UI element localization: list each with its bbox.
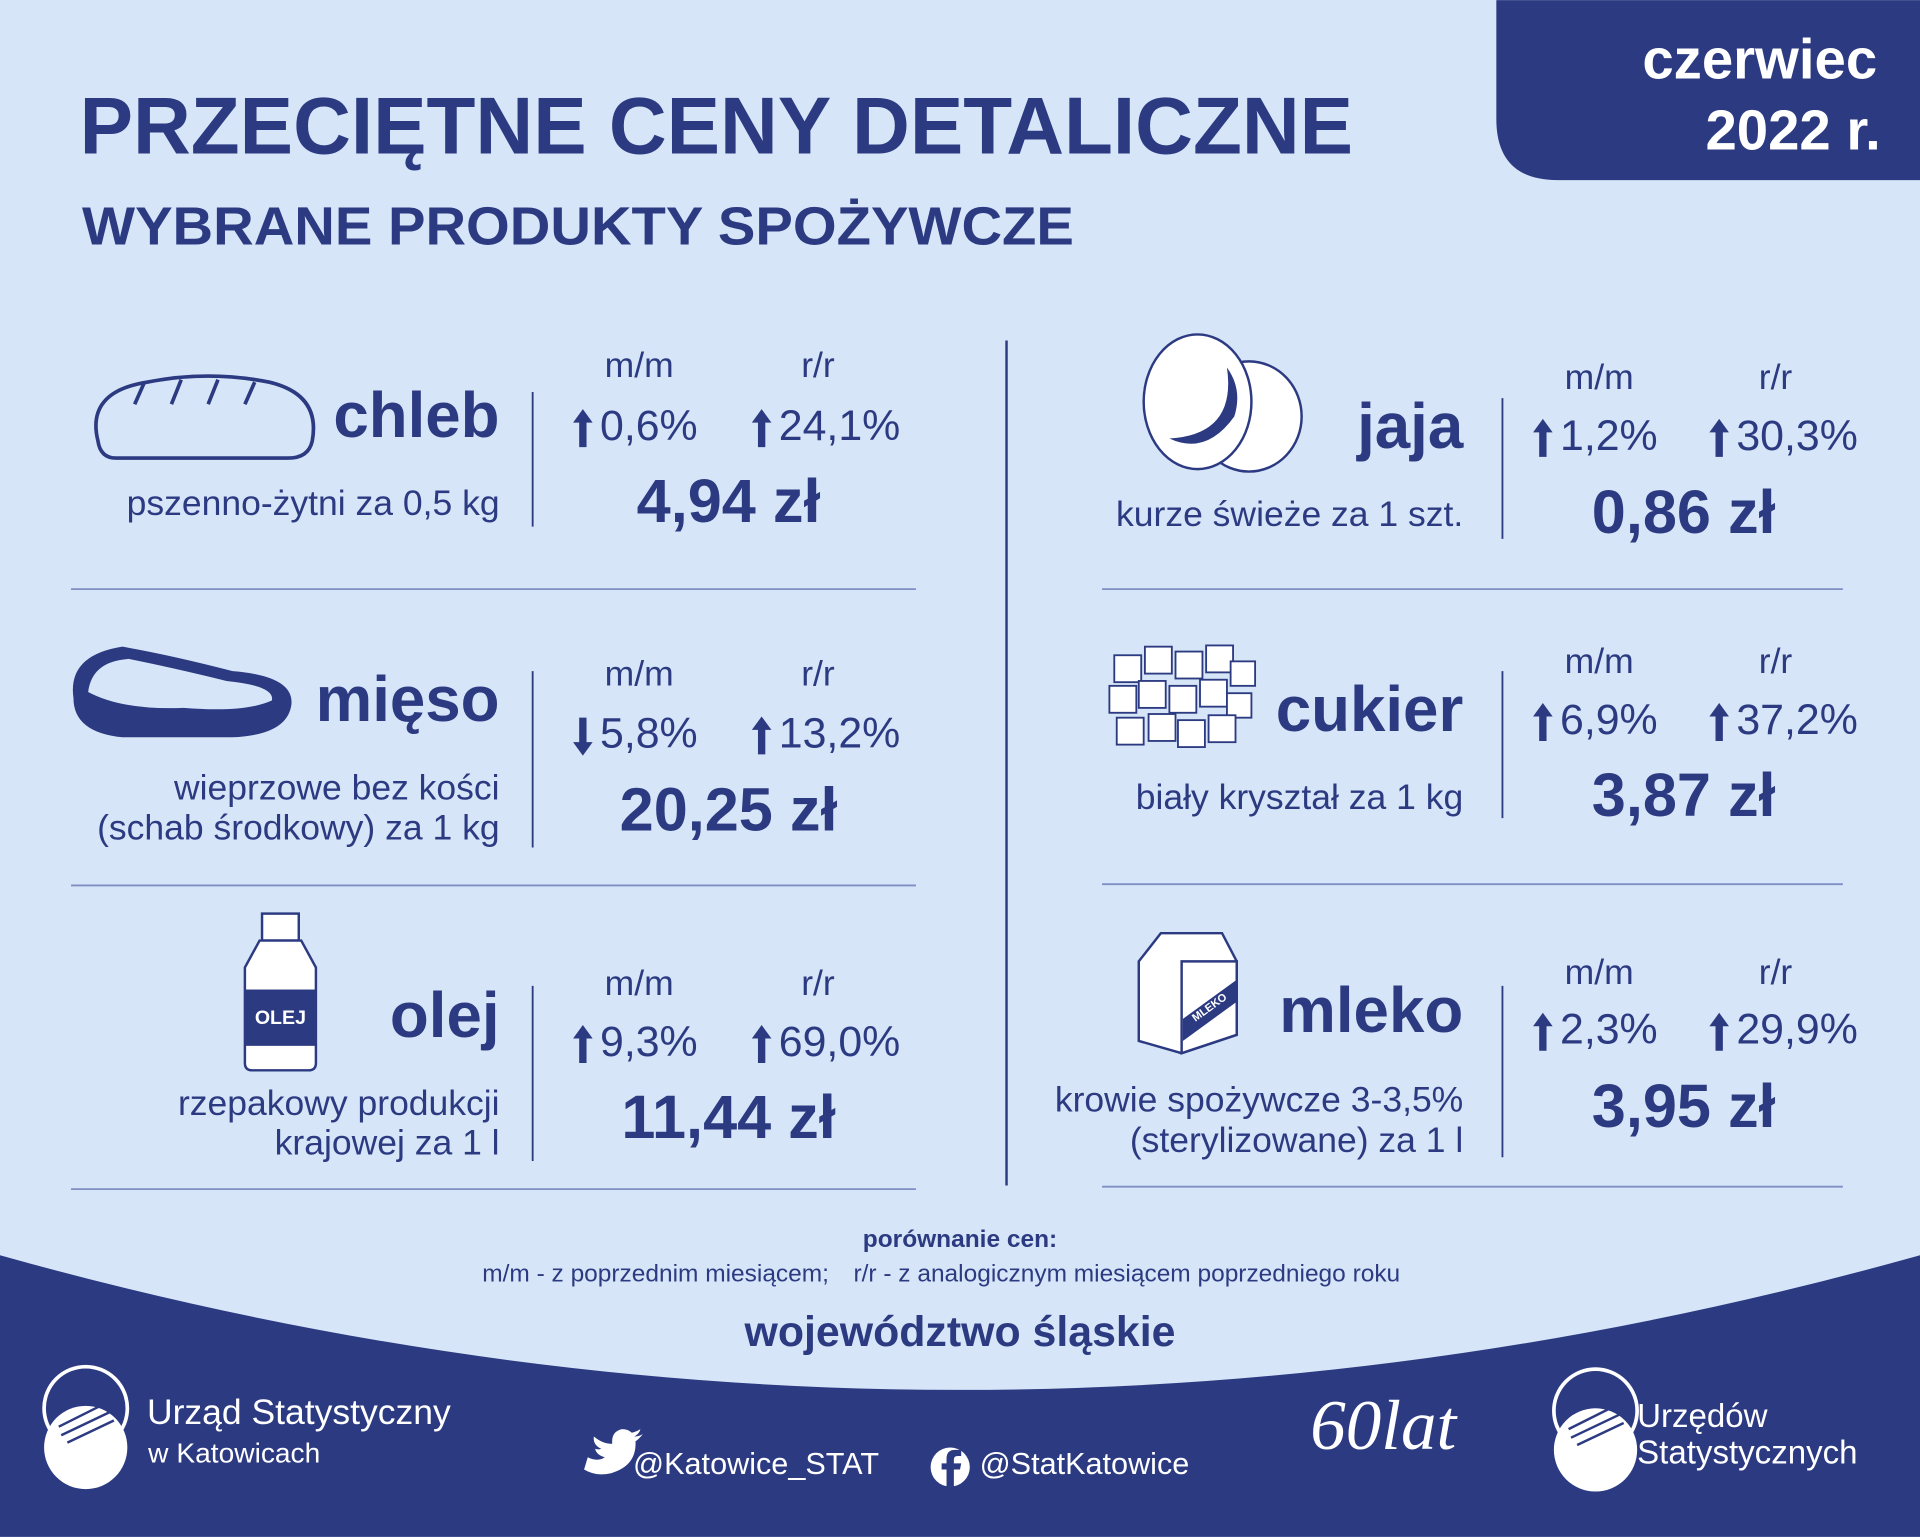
price: 4,94 zł <box>637 467 821 535</box>
price: 0,86 zł <box>1592 478 1776 546</box>
trend-arrow <box>751 716 772 755</box>
change-value: 9,3% <box>600 1018 698 1066</box>
column-label: m/m <box>605 345 674 385</box>
product-name: olej <box>390 980 500 1051</box>
period-year: 2022 r. <box>1705 99 1880 162</box>
office-city: w Katowicach <box>147 1437 320 1468</box>
offices-line2: Statystycznych <box>1637 1435 1857 1472</box>
column-label: m/m <box>1565 952 1634 992</box>
column-label: r/r <box>801 653 835 693</box>
column-label: r/r <box>1759 641 1793 681</box>
sugar-icon <box>1108 644 1257 748</box>
change-value: 29,9% <box>1736 1006 1857 1054</box>
change-value: 6,9% <box>1560 696 1658 744</box>
product-name: chleb <box>333 380 499 451</box>
price: 3,95 zł <box>1592 1072 1776 1140</box>
change-value: 69,0% <box>779 1018 900 1066</box>
facebook-handle: @StatKatowice <box>980 1447 1190 1481</box>
trend-arrow <box>1709 1012 1729 1051</box>
offices-line1: Urzędów <box>1637 1398 1768 1435</box>
trend-arrow <box>573 717 593 756</box>
facebook-glyph <box>941 1449 962 1487</box>
trend-arrow <box>573 1025 593 1063</box>
change-value: 5,8% <box>600 709 698 757</box>
period-box <box>1496 0 1920 181</box>
product-name: mięso <box>316 664 500 735</box>
change-value: 24,1% <box>779 402 900 450</box>
meat-icon <box>72 646 292 738</box>
bread-icon <box>94 374 316 460</box>
products: chleb pszenno-żytni za 0,5 kg m/m 0,6% r/r 24… <box>97 345 1858 1163</box>
product-name: jaja <box>1356 391 1464 462</box>
price: 11,44 zł <box>621 1083 835 1151</box>
trend-arrow <box>751 1025 772 1063</box>
twitter-icon <box>584 1429 643 1475</box>
trend-arrow <box>1533 1012 1553 1051</box>
anniversary: 60lat <box>1310 1387 1458 1465</box>
icon-label: OLEJ <box>255 1007 306 1029</box>
product-name: cukier <box>1276 674 1464 745</box>
trend-arrow <box>1533 702 1553 741</box>
column-label: r/r <box>801 963 835 1003</box>
separators <box>71 588 1843 1191</box>
change-value: 2,3% <box>1560 1006 1658 1054</box>
title: PRZECIĘTNE CENY DETALICZNE <box>80 82 1353 172</box>
product-description: (schab środkowy) za 1 kg <box>97 808 500 848</box>
change-value: 0,6% <box>600 402 698 450</box>
legend-rr: r/r - z analogicznym miesiącem poprzedni… <box>853 1260 1400 1287</box>
offices-logo <box>1552 1367 1639 1492</box>
trend-arrow <box>1709 418 1729 457</box>
column-label: r/r <box>801 345 835 385</box>
product-description: (sterylizowane) za 1 l <box>1130 1120 1463 1160</box>
trend-arrow <box>573 409 593 448</box>
subtitle: WYBRANE PRODUKTY SPOŻYWCZE <box>82 197 1074 257</box>
change-value: 37,2% <box>1736 696 1857 744</box>
product-description: krajowej za 1 l <box>275 1122 500 1162</box>
office-logo <box>42 1364 130 1490</box>
change-value: 30,3% <box>1736 412 1857 460</box>
legend-mm: m/m - z poprzednim miesiącem; <box>482 1260 829 1287</box>
change-value: 1,2% <box>1560 412 1658 460</box>
price: 3,87 zł <box>1592 761 1776 829</box>
period-month: czerwiec <box>1642 28 1877 91</box>
column-label: r/r <box>1759 952 1793 992</box>
column-label: m/m <box>605 653 674 693</box>
column-label: m/m <box>1565 641 1634 681</box>
product-description: wieprzowe bez kości <box>173 767 500 807</box>
column-label: m/m <box>605 963 674 1003</box>
product-description: pszenno-żytni za 0,5 kg <box>127 483 500 523</box>
column-label: m/m <box>1565 357 1634 397</box>
column-label: r/r <box>1759 357 1793 397</box>
egg-icon <box>1142 333 1303 473</box>
product-description: rzepakowy produkcji <box>178 1083 500 1123</box>
oil-icon: OLEJ <box>243 912 318 1072</box>
product-description: kurze świeże za 1 szt. <box>1116 494 1463 534</box>
price: 20,25 zł <box>620 776 838 844</box>
change-value: 13,2% <box>779 709 900 757</box>
region: województwo śląskie <box>744 1308 1176 1356</box>
twitter-handle: @Katowice_STAT <box>633 1447 879 1481</box>
product-description: biały kryształ za 1 kg <box>1136 777 1464 817</box>
trend-arrow <box>1709 702 1729 741</box>
product-description: krowie spożywcze 3-3,5% <box>1055 1080 1463 1120</box>
trend-arrow <box>751 409 772 448</box>
office-name: Urząd Statystyczny <box>147 1392 451 1432</box>
legend-title: porównanie cen: <box>863 1226 1057 1253</box>
product-name: mleko <box>1279 975 1463 1046</box>
trend-arrow <box>1533 418 1553 457</box>
footer-band <box>0 1255 1920 1537</box>
milk-icon: MLEKO <box>1137 931 1238 1055</box>
